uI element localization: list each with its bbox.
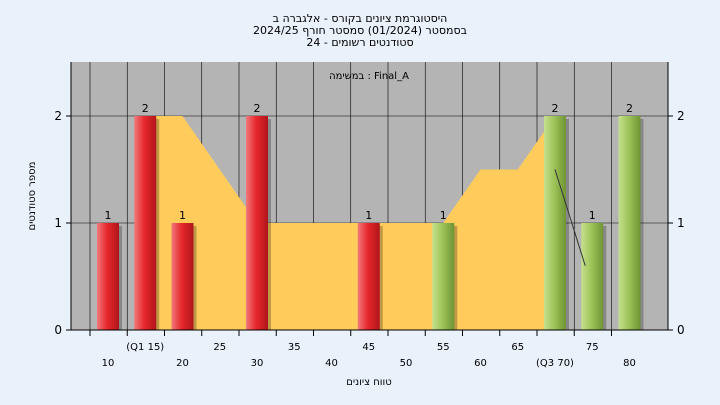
title-line-2: בסמסטר (01/2024) סמסטר חורף 2024/25 [253,24,467,37]
bar-3 [246,116,268,330]
y-tick-label-right-1: 1 [677,216,685,230]
bar-6 [544,116,566,330]
x-tick-label-5: 35 [288,342,301,353]
y-tick-label-right-2: 2 [677,109,685,123]
x-tick-label-0: 10 [102,358,115,369]
bar-7 [581,223,604,330]
x-tick-label-13: 75 [586,342,599,353]
x-tick-label-6: 40 [325,358,338,369]
connector-lines [554,169,586,266]
bar-0 [97,223,119,330]
bar-label-6: 2 [552,102,559,115]
x-tick-label-1: (Q1 15) [126,342,164,353]
y-tick-label-left-2: 2 [54,109,62,123]
x-tick-label-14: 80 [623,358,636,369]
x-tick-label-12: (Q3 70) [536,358,574,369]
bar-label-1: 2 [142,102,149,115]
title-line-1: היסטוגרמת ציונים בקורס - אלגברה ב [273,12,448,25]
y-tick-label-right-0: 0 [677,323,685,337]
bar-5 [432,223,455,330]
x-tick-labels: 10 (Q1 15) 20 25 30 35 40 45 50 55 60 65 (Q3 70) 75 80 [102,342,636,369]
x-tick-label-11: 65 [511,342,524,353]
y-tick-labels: 0 0 1 1 2 2 [54,109,684,337]
x-tick-label-3: 25 [213,342,226,353]
bar-value-labels: 1 2 1 2 1 1 2 1 2 [105,102,634,222]
bar-8 [618,116,641,330]
x-axis-label: טווח ציונים [346,377,391,388]
bar-series [97,116,644,330]
bar-label-0: 1 [105,209,112,222]
connector-line [554,169,586,266]
x-tick-label-4: 30 [251,358,264,369]
bar-4 [357,223,380,330]
x-tick-label-2: 20 [176,358,189,369]
bar-1 [134,116,157,330]
x-tick-label-9: 55 [437,342,450,353]
x-tick-label-7: 45 [362,342,375,353]
y-tick-label-left-0: 0 [54,323,62,337]
x-tick-label-10: 60 [474,358,487,369]
y-tick-label-left-1: 1 [54,216,62,230]
title-line-3: סטודנטים רשומים - 24 [306,36,413,49]
bar-2 [171,223,194,330]
bar-label-7: 1 [589,209,596,222]
bar-label-2: 1 [179,209,186,222]
bar-label-8: 2 [626,102,633,115]
bar-label-4: 1 [365,209,372,222]
x-tick-label-8: 50 [400,358,413,369]
chart-title: היסטוגרמת ציונים בקורס - אלגברה ב בסמסטר… [253,12,467,49]
chart-annotation: במשימה : Final_A [329,71,409,82]
bar-label-3: 2 [254,102,261,115]
axes [66,62,673,336]
y-axis-label: מספר סטודנטים [27,162,38,231]
bar-label-5: 1 [440,209,447,222]
